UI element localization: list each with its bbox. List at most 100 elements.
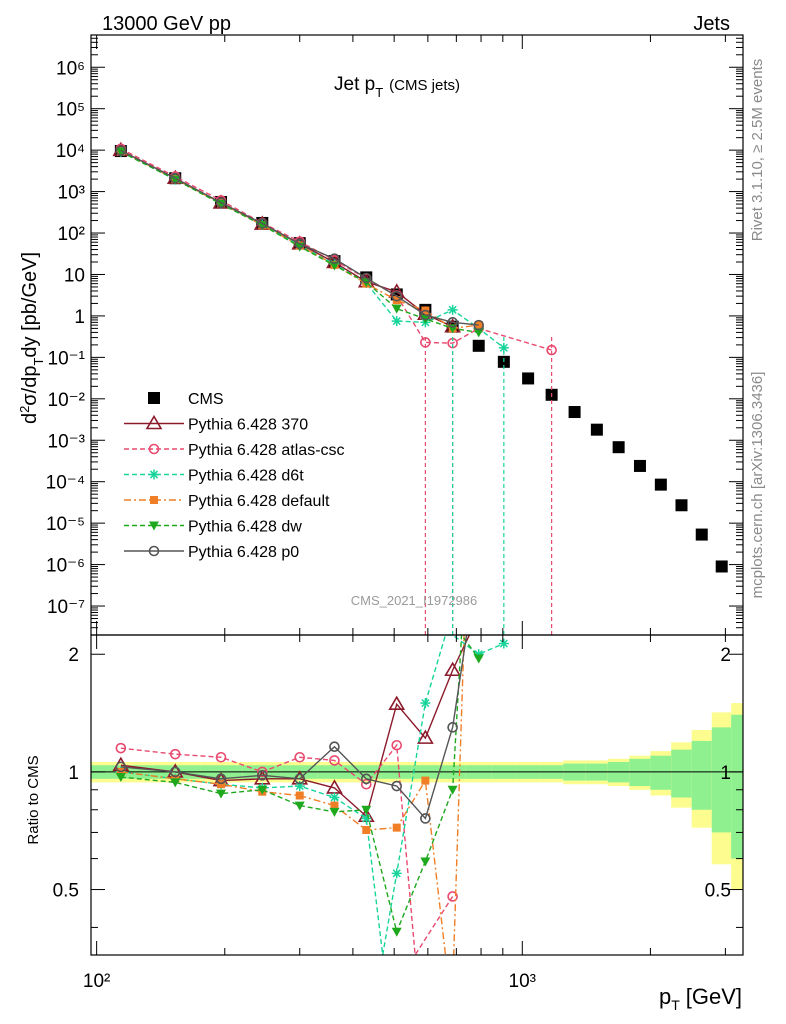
- ratio-y-tick-label-left: 1: [68, 763, 79, 784]
- asterisk-stroke: [330, 793, 339, 802]
- data-point: [472, 339, 485, 352]
- legend-entry: CMS: [148, 391, 224, 408]
- asterisk-stroke: [392, 317, 401, 326]
- ratio-point: [115, 773, 126, 783]
- data-point: [633, 459, 646, 472]
- ratio-point: [473, 654, 484, 664]
- y-tick-label: 10⁻¹: [48, 348, 86, 369]
- ratio-point: [329, 792, 340, 803]
- legend-entry: Pythia 6.428 default: [124, 493, 330, 510]
- legend-entry: Pythia 6.428 dw: [124, 519, 302, 536]
- ratio-y-axis-label: Ratio to CMS: [25, 755, 42, 844]
- ratio-point: [391, 780, 403, 792]
- legend-entry: Pythia 6.428 atlas-csc: [124, 442, 345, 459]
- ratio-line: [120, 635, 468, 820]
- data-point: [329, 261, 340, 271]
- ratio-series-pythia-6-428-370: [112, 635, 471, 823]
- ratio-point: [421, 776, 430, 785]
- x-tick-label: 10²: [83, 971, 110, 992]
- legend-label: Pythia 6.428 d6t: [188, 468, 304, 485]
- ratio-point: [420, 813, 431, 824]
- ratio-point: [217, 780, 226, 789]
- series-line: [120, 149, 479, 326]
- ratio-point: [329, 741, 340, 752]
- legend-label: Pythia 6.428 dw: [188, 519, 302, 536]
- y-tick-label: 10⁻³: [48, 431, 86, 452]
- data-point: [391, 316, 402, 327]
- ratio-band-inner: [671, 749, 692, 798]
- data-point: [447, 317, 458, 328]
- ratio-point: [362, 826, 371, 835]
- y-tick-label: 10²: [58, 224, 85, 245]
- ratio-point: [391, 868, 402, 879]
- data-point: [294, 238, 306, 250]
- series-pythia-6-428-atlas-csc: [115, 143, 557, 356]
- ratio-point: [420, 857, 431, 867]
- ratio-point: [391, 927, 402, 937]
- header-left: 13000 GeV pp: [102, 13, 231, 35]
- legend: CMS Pythia 6.428 370 Pythia 6.428 atlas-cs…: [124, 391, 345, 561]
- legend-entry: Pythia 6.428 p0: [124, 544, 299, 561]
- rivet-label: Rivet 3.1.10, ≥ 2.5M events: [749, 59, 766, 242]
- ratio-line: [120, 743, 454, 955]
- ratio-y-tick-label-right: 2: [720, 645, 731, 666]
- y-tick-label: 10⁻⁷: [47, 597, 85, 618]
- ratio-point: [388, 695, 406, 711]
- ratio-point: [447, 722, 458, 733]
- ratio-point: [361, 805, 372, 815]
- legend-marker: [149, 521, 159, 531]
- legend-label: Pythia 6.428 370: [188, 417, 308, 434]
- ratio-point: [416, 729, 434, 744]
- ratio-y-tick-label-right: 0.5: [705, 881, 731, 902]
- ratio-line: [120, 635, 480, 934]
- data-point: [715, 560, 728, 573]
- ratio-line: [120, 635, 471, 818]
- data-point: [170, 175, 181, 185]
- y-tick-label: 10⁻⁶: [46, 556, 85, 577]
- ratio-point: [257, 785, 268, 795]
- data-point: [391, 304, 402, 314]
- y-axis-label: d2σ/dpTdy [pb/GeV]: [17, 252, 46, 424]
- data-point: [590, 423, 603, 436]
- ratio-point: [391, 739, 403, 751]
- data-point: [257, 221, 268, 231]
- legend-label: CMS: [188, 391, 224, 408]
- asterisk-stroke: [499, 639, 508, 648]
- ratio-point: [361, 813, 372, 824]
- ratio-band-inner: [650, 755, 672, 790]
- ratio-line: [120, 635, 465, 955]
- ratio-y-tick-label-left: 0.5: [53, 881, 79, 902]
- data-point: [522, 372, 535, 385]
- asterisk-stroke: [362, 814, 371, 823]
- x-axis-label: pT [GeV]: [659, 984, 742, 1013]
- ratio-point: [216, 789, 227, 799]
- ratio-band-inner: [629, 758, 651, 787]
- ratio-point: [215, 751, 227, 763]
- asterisk-stroke: [448, 305, 457, 314]
- data-point: [473, 319, 485, 331]
- y-tick-label: 10⁻⁵: [46, 514, 85, 535]
- ratio-point: [330, 801, 339, 810]
- legend-marker: [148, 392, 160, 404]
- ratio-point: [115, 742, 127, 754]
- ratio-y-tick-label-left: 2: [68, 645, 79, 666]
- ratio-series-pythia-6-428-dw: [115, 635, 484, 937]
- data-point: [447, 304, 458, 315]
- y-tick-label: 10: [64, 265, 85, 286]
- header-right: Jets: [693, 13, 730, 35]
- ratio-point: [329, 755, 340, 766]
- ratio-point: [360, 778, 372, 790]
- ratio-y-tick-label-right: 1: [720, 763, 731, 784]
- asterisk-stroke: [421, 698, 430, 708]
- ratio-point: [392, 823, 401, 832]
- y-tick-label: 1: [74, 307, 85, 328]
- data-point: [675, 499, 688, 512]
- ratio-series-pythia-6-428-p0: [115, 635, 468, 824]
- asterisk-stroke: [392, 869, 401, 878]
- y-tick-label: 10⁴: [56, 141, 85, 162]
- ratio-point: [215, 773, 227, 785]
- data-point: [612, 441, 625, 454]
- y-tick-label: 10⁶: [56, 58, 85, 79]
- ratio-point: [329, 807, 340, 817]
- ratio-plot-frame: [90, 634, 744, 956]
